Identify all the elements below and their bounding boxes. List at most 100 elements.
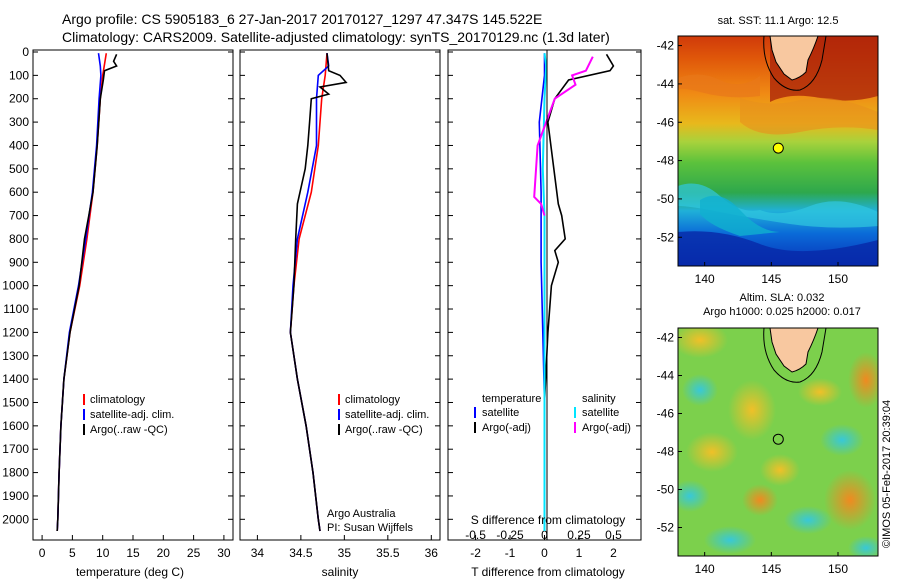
x-tick-label: 0 bbox=[541, 546, 548, 560]
sla-map-frame bbox=[677, 327, 879, 557]
header-line1: Argo profile: CS 5905183_6 27-Jan-2017 2… bbox=[62, 11, 542, 27]
sla-y-ticks: -42 -44 -46 -48 -50 -52 bbox=[657, 331, 682, 535]
difference-series bbox=[533, 53, 615, 531]
s-x-tick-label: -0.25 bbox=[496, 528, 524, 542]
map-y-tick-label: -46 bbox=[657, 115, 675, 129]
sst-map-field bbox=[678, 36, 878, 266]
x-tick-label: 35 bbox=[338, 546, 352, 560]
series-line-salinity-argo-adj- bbox=[533, 56, 594, 216]
s-x-tick-label: -0.5 bbox=[465, 528, 486, 542]
sla-map-title-2: Argo h1000: 0.025 h2000: 0.017 bbox=[703, 306, 861, 318]
x-tick-label: 20 bbox=[157, 546, 171, 560]
sla-land bbox=[763, 327, 827, 383]
legend-heading-temperature: temperature bbox=[482, 393, 541, 405]
x-tick-label: 30 bbox=[217, 546, 231, 560]
x-tick-label: 0 bbox=[39, 546, 46, 560]
map-x-tick-label: 140 bbox=[695, 272, 715, 286]
depth-tick-label: 0 bbox=[22, 45, 29, 59]
sst-map-frame bbox=[677, 35, 879, 267]
map-y-tick-label: -44 bbox=[657, 77, 675, 91]
depth-tick-label: 1300 bbox=[2, 349, 29, 363]
temperature-series bbox=[56, 53, 118, 532]
x-tick-label: 34 bbox=[251, 546, 265, 560]
x-tick-label: 34.5 bbox=[289, 546, 313, 560]
depth-tick-label: 600 bbox=[9, 185, 29, 199]
sst-map-title: sat. SST: 11.1 Argo: 12.5 bbox=[718, 15, 839, 27]
x-tick-label: -1 bbox=[505, 546, 516, 560]
depth-tick-label: 1600 bbox=[2, 419, 29, 433]
sla-map-field bbox=[678, 328, 878, 556]
x-tick-label: 35.5 bbox=[376, 546, 400, 560]
x-tick-label: 36 bbox=[425, 546, 439, 560]
s-x-tick-label: 0 bbox=[541, 528, 548, 542]
legend-label: satellite bbox=[482, 407, 519, 419]
depth-axis: 0 100 200 300 400 500 600 700 800 900 1000 1100 1200… bbox=[2, 45, 641, 526]
legend-label: satellite-adj. clim. bbox=[90, 409, 174, 421]
temperature-plot-frame bbox=[32, 49, 234, 541]
map-x-tick-label: 145 bbox=[761, 562, 781, 576]
map-y-tick-label: -52 bbox=[657, 230, 675, 244]
depth-tick-label: 200 bbox=[9, 92, 29, 106]
legend-label: Argo(..raw -QC) bbox=[90, 424, 168, 436]
legend-label: climatology bbox=[90, 394, 146, 406]
sla-map-title-1: Altim. SLA: 0.032 bbox=[740, 292, 825, 304]
institution-annotation: Argo Australia bbox=[327, 508, 396, 520]
depth-tick-label: 1100 bbox=[3, 302, 29, 316]
map-y-tick-label: -42 bbox=[657, 39, 675, 53]
depth-tick-label: 1000 bbox=[2, 279, 29, 293]
salinity-xlabel: salinity bbox=[322, 565, 359, 579]
sst-y-ticks: -42 -44 -46 -48 -50 -52 bbox=[657, 39, 682, 244]
map-y-tick-label: -44 bbox=[657, 369, 675, 383]
legend-label: climatology bbox=[345, 394, 401, 406]
temperature-legend: climatology satellite-adj. clim. Argo(..… bbox=[83, 394, 174, 436]
map-y-tick-label: -52 bbox=[657, 521, 675, 535]
salinity-x-ticks: 34 34.5 35 35.5 36 bbox=[251, 535, 439, 560]
series-line-temperature-argo-adj- bbox=[543, 53, 615, 531]
difference-legend: temperature satellite Argo(-adj) salinit… bbox=[474, 393, 631, 434]
series-line-argo-raw-qc- bbox=[56, 53, 118, 532]
depth-tick-label: 1200 bbox=[2, 325, 29, 339]
depth-tick-label: 1500 bbox=[2, 395, 29, 409]
legend-label: Argo(..raw -QC) bbox=[345, 424, 423, 436]
map-y-tick-label: -46 bbox=[657, 407, 675, 421]
x-tick-label: -2 bbox=[470, 546, 481, 560]
depth-tick-label: 1900 bbox=[2, 489, 29, 503]
map-x-tick-label: 140 bbox=[695, 562, 715, 576]
map-y-tick-label: -50 bbox=[657, 192, 675, 206]
sla-x-ticks: 140 145 150 bbox=[695, 552, 848, 576]
x-tick-label: 1 bbox=[576, 546, 583, 560]
salinity-legend: climatology satellite-adj. clim. Argo(..… bbox=[338, 394, 429, 436]
legend-label: Argo(-adj) bbox=[482, 422, 531, 434]
s-x-tick-label: 0.25 bbox=[567, 528, 591, 542]
x-tick-label: 25 bbox=[187, 546, 201, 560]
legend-heading-salinity: salinity bbox=[582, 393, 616, 405]
s-difference-xlabel: S difference from climatology bbox=[471, 513, 626, 527]
depth-tick-label: 900 bbox=[9, 255, 29, 269]
sst-argo-marker bbox=[772, 142, 784, 154]
t-difference-xlabel: T difference from climatology bbox=[471, 565, 625, 579]
sst-land bbox=[763, 35, 827, 91]
depth-tick-label: 1700 bbox=[2, 442, 29, 456]
pi-annotation: PI: Susan Wijffels bbox=[327, 522, 413, 534]
map-y-tick-label: -42 bbox=[657, 331, 675, 345]
legend-label: satellite bbox=[582, 407, 619, 419]
series-line-salinity-satellite bbox=[541, 53, 548, 531]
map-y-tick-label: -48 bbox=[657, 154, 675, 168]
salinity-plot-frame bbox=[239, 49, 441, 541]
difference-s-x-ticks: -0.5 -0.25 0 0.25 0.5 bbox=[465, 528, 622, 542]
x-tick-label: 2 bbox=[610, 546, 617, 560]
map-y-tick-label: -48 bbox=[657, 445, 675, 459]
depth-tick-label: 700 bbox=[9, 209, 29, 223]
depth-tick-label: 400 bbox=[9, 138, 29, 152]
depth-tick-label: 100 bbox=[9, 68, 29, 82]
sst-x-ticks: 140 145 150 bbox=[695, 262, 848, 286]
difference-x-ticks: -2 -1 0 1 2 bbox=[470, 535, 617, 560]
legend-label: satellite-adj. clim. bbox=[345, 409, 429, 421]
depth-tick-label: 800 bbox=[9, 232, 29, 246]
depth-tick-label: 2000 bbox=[2, 512, 29, 526]
salinity-series bbox=[289, 53, 348, 532]
x-tick-label: 5 bbox=[69, 546, 76, 560]
depth-tick-label: 1800 bbox=[2, 466, 29, 480]
map-x-tick-label: 150 bbox=[828, 562, 848, 576]
